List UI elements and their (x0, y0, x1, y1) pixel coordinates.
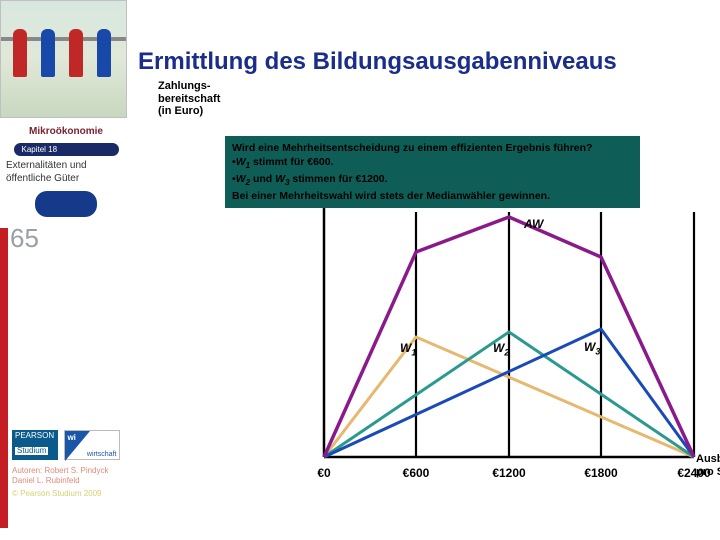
sidebar-photo (0, 0, 127, 118)
logos-block: PEARSON Studium wi wirtschaft Autoren: R… (12, 430, 124, 498)
x-tick: €1200 (492, 466, 525, 480)
side-stripe (0, 228, 8, 528)
page-title: Ermittlung des Bildungsausgabenniveaus (138, 0, 720, 80)
wi-word: wirtschaft (87, 451, 117, 458)
series-label-AW: AW (524, 217, 543, 231)
ylab-2: bereitschaft (158, 93, 220, 105)
note-box: Wird eine Mehrheitsentscheidung zu einem… (225, 136, 640, 208)
note-line-4: Bei einer Mehrheitswahl wird stets der M… (232, 189, 633, 203)
wi-small: wi (67, 433, 75, 442)
ylab-3: (in Euro) (158, 105, 203, 117)
series-label-W3: W3 (584, 340, 600, 356)
note-line-2: •W1 stimmt für €600. (232, 155, 633, 172)
chapter-pill: Kapitel 18 (14, 143, 119, 156)
wi-logo: wi wirtschaft (64, 430, 120, 460)
decorative-pill (35, 191, 97, 217)
xlab-1: Ausbildungsausgaben (696, 453, 720, 465)
series-label-W2: W2 (493, 341, 509, 357)
x-tick: €0 (317, 466, 330, 480)
ylab-1: Zahlungs- (158, 80, 211, 92)
authors: Autoren: Robert S. Pindyck Daniel L. Rub… (12, 466, 124, 486)
note-line-1: Wird eine Mehrheitsentscheidung zu einem… (232, 141, 633, 155)
x-tick: €1800 (584, 466, 617, 480)
series-label-W1: W1 (400, 341, 416, 357)
sidebar: Mikroökonomie Kapitel 18 Externalitäten … (0, 0, 132, 540)
y-axis-label: Zahlungs- bereitschaft (in Euro) (158, 80, 720, 118)
x-tick: €2400 (677, 466, 710, 480)
book-label: Mikroökonomie (0, 126, 132, 137)
note-line-3: •W2 und W3 stimmen für €1200. (232, 172, 633, 189)
copyright: © Pearson Studium 2009 (12, 489, 124, 498)
pearson-bottom: Studium (15, 447, 48, 455)
main: Ermittlung des Bildungsausgabenniveaus Z… (138, 0, 720, 540)
slide-number: 65 (10, 223, 39, 254)
chapter-title: Externalitäten und öffentliche Güter (0, 160, 132, 185)
pearson-logo: PEARSON Studium (12, 430, 58, 460)
x-tick: €600 (403, 466, 430, 480)
pearson-top: PEARSON (15, 431, 54, 440)
